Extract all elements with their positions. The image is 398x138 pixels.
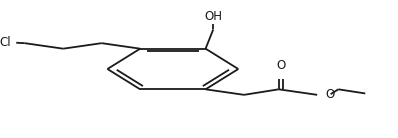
Text: O: O [326, 88, 335, 101]
Text: OH: OH [205, 10, 222, 23]
Text: Cl: Cl [0, 36, 11, 49]
Text: O: O [276, 59, 286, 72]
